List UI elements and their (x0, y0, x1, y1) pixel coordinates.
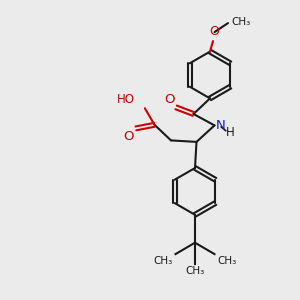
Text: N: N (216, 119, 226, 132)
Text: HO: HO (116, 93, 134, 106)
Text: O: O (210, 25, 219, 38)
Text: CH₃: CH₃ (231, 16, 250, 27)
Text: CH₃: CH₃ (217, 256, 236, 266)
Text: O: O (164, 93, 174, 106)
Text: H: H (226, 125, 235, 139)
Text: CH₃: CH₃ (185, 266, 205, 276)
Text: CH₃: CH₃ (154, 256, 173, 266)
Text: O: O (124, 130, 134, 143)
